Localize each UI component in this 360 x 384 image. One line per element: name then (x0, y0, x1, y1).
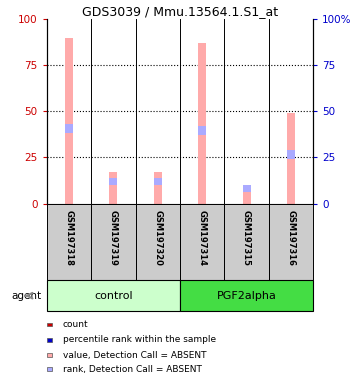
Text: PGF2alpha: PGF2alpha (217, 291, 276, 301)
Bar (109, 172, 117, 204)
Bar (91, 204, 136, 280)
Text: GSM197316: GSM197316 (287, 210, 296, 266)
Text: GSM197318: GSM197318 (64, 210, 73, 266)
Bar (154, 172, 162, 204)
Bar (224, 204, 269, 280)
Bar (65, 124, 73, 134)
Bar (287, 150, 295, 159)
Text: GSM197314: GSM197314 (198, 210, 207, 266)
Bar (243, 189, 251, 204)
Bar (269, 204, 313, 280)
Text: rank, Detection Call = ABSENT: rank, Detection Call = ABSENT (63, 365, 202, 374)
Text: GSM197315: GSM197315 (242, 210, 251, 266)
Bar (109, 178, 117, 185)
Text: count: count (63, 320, 89, 329)
Bar (65, 38, 73, 204)
Text: GSM197319: GSM197319 (109, 210, 118, 266)
Bar (198, 43, 206, 204)
Text: GSM197320: GSM197320 (153, 210, 162, 266)
Bar (136, 204, 180, 280)
Bar (47, 204, 91, 280)
Text: agent: agent (12, 291, 41, 301)
Bar (47, 280, 180, 311)
Bar (243, 185, 251, 192)
Text: percentile rank within the sample: percentile rank within the sample (63, 335, 216, 344)
Bar (154, 178, 162, 185)
Bar (198, 126, 206, 135)
Bar (180, 204, 224, 280)
Text: control: control (94, 291, 133, 301)
Text: value, Detection Call = ABSENT: value, Detection Call = ABSENT (63, 351, 207, 360)
Title: GDS3039 / Mmu.13564.1.S1_at: GDS3039 / Mmu.13564.1.S1_at (82, 5, 278, 18)
Bar (287, 113, 295, 204)
Bar (180, 280, 313, 311)
